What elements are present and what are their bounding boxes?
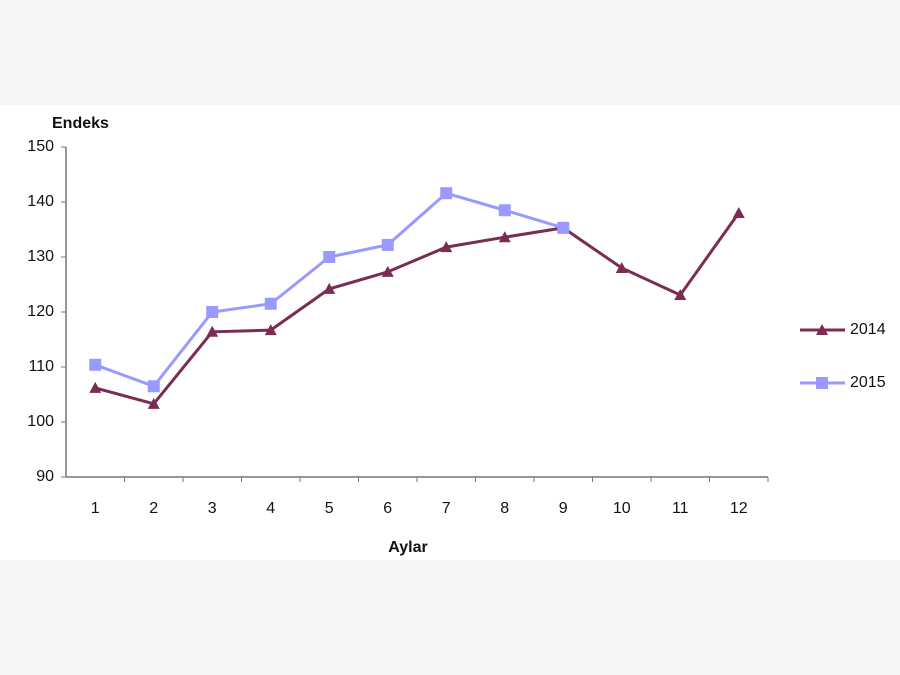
x-tick-label: 9 — [559, 500, 568, 517]
data-point — [264, 324, 277, 336]
chart-area — [0, 105, 900, 560]
y-tick-label: 100 — [27, 413, 54, 430]
y-tick-label: 150 — [27, 138, 54, 155]
x-tick-label: 12 — [730, 500, 748, 517]
legend-marker — [816, 377, 828, 389]
data-point — [264, 297, 277, 310]
data-point — [498, 204, 511, 217]
x-tick-label: 2 — [149, 500, 158, 517]
data-point — [323, 282, 336, 294]
y-tick-label: 110 — [28, 358, 54, 375]
data-point — [147, 380, 160, 393]
data-point — [732, 207, 745, 218]
x-tick-label: 10 — [613, 500, 631, 517]
y-tick-label: 90 — [36, 468, 54, 485]
x-tick-label: 6 — [383, 500, 392, 517]
data-point — [381, 265, 394, 277]
data-point — [206, 325, 219, 337]
y-axis-label: Endeks — [52, 115, 109, 132]
x-tick-label: 8 — [500, 500, 509, 517]
data-point — [674, 288, 687, 300]
x-tick-label: 7 — [442, 500, 451, 517]
data-point — [323, 251, 336, 263]
legend-label: 2015 — [850, 374, 886, 391]
y-tick-label: 120 — [27, 303, 54, 320]
y-tick-label: 140 — [27, 193, 54, 210]
data-point — [615, 262, 628, 273]
x-tick-label: 11 — [672, 500, 689, 517]
y-tick-label: 130 — [27, 248, 54, 265]
x-tick-label: 1 — [91, 500, 100, 517]
data-point — [89, 381, 102, 393]
x-tick-label: 5 — [325, 500, 334, 517]
data-point — [498, 231, 511, 243]
data-point — [206, 306, 219, 318]
data-point — [381, 238, 394, 251]
data-point — [89, 358, 102, 371]
x-axis-label: Aylar — [388, 539, 427, 556]
data-point — [557, 221, 570, 234]
data-point — [147, 397, 160, 409]
legend-label: 2014 — [850, 321, 886, 338]
legend-marker — [816, 324, 828, 335]
data-point — [440, 241, 453, 253]
x-tick-label: 3 — [208, 500, 217, 517]
data-point — [440, 187, 453, 200]
x-tick-label: 4 — [266, 500, 275, 517]
series-line — [94, 212, 740, 406]
